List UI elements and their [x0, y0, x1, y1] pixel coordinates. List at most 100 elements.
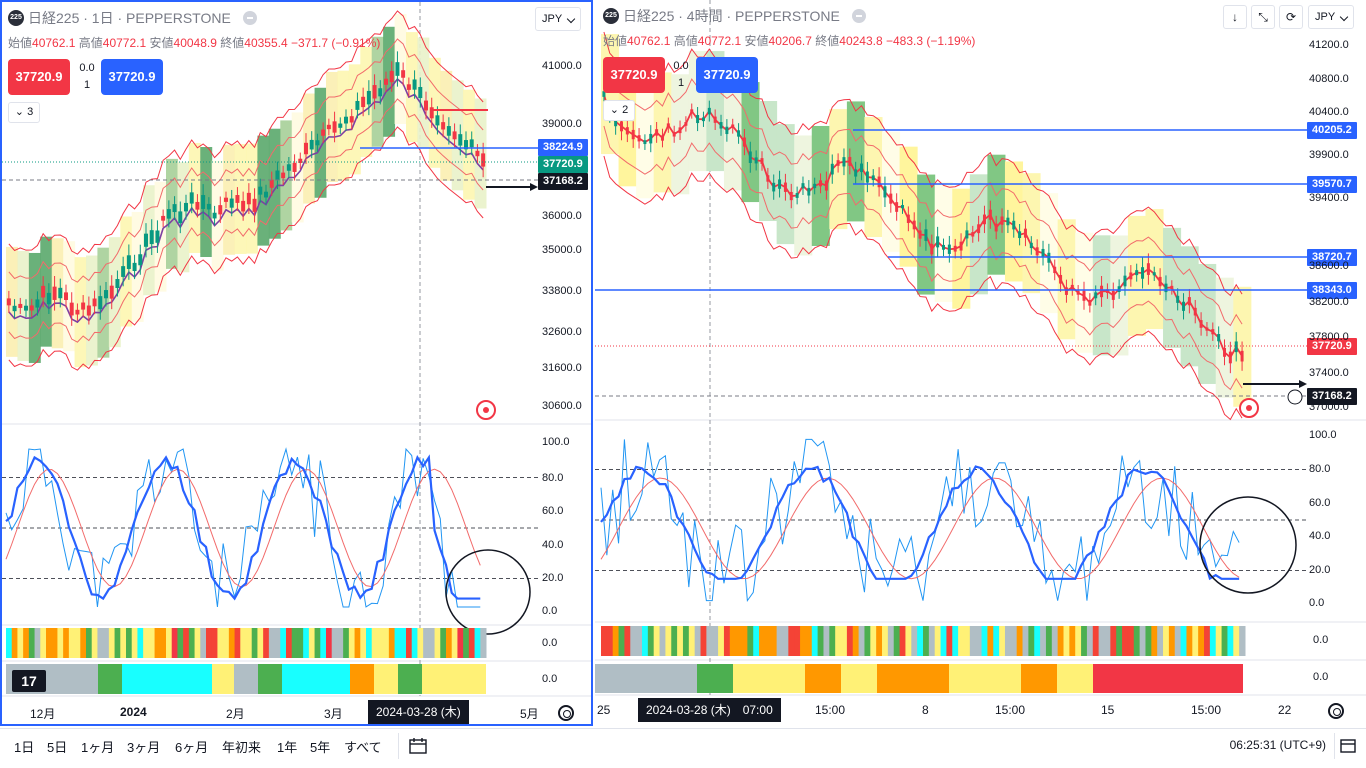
candle-body: [614, 117, 618, 127]
indicators-toggle[interactable]: ⌄ 3: [8, 102, 40, 123]
date-range-icon[interactable]: [408, 737, 428, 755]
indicators-toggle[interactable]: ⌄ 2: [603, 100, 635, 121]
tradingview-logo[interactable]: 17: [12, 670, 46, 692]
candle-body: [1047, 252, 1051, 263]
right-price-axis-label: 39900.0: [1309, 149, 1349, 161]
range-button[interactable]: 3ヶ月: [127, 740, 161, 755]
signal-bar: [718, 626, 725, 656]
candle-body: [406, 84, 411, 90]
trend-bar: [1021, 664, 1057, 693]
candle-body: [1006, 217, 1010, 226]
left-price-axis-label: 36000.0: [542, 210, 582, 222]
range-button[interactable]: 1ヶ月: [81, 740, 115, 755]
band-strip: [846, 101, 865, 222]
signal-bar: [28, 628, 36, 658]
sell-button[interactable]: 37720.9: [603, 57, 665, 93]
candle-body: [754, 157, 758, 164]
alert-target-icon[interactable]: [1239, 398, 1259, 418]
signal-bar: [177, 628, 184, 658]
settings-gear-icon[interactable]: [558, 705, 574, 721]
range-button[interactable]: 1年: [277, 740, 298, 755]
candle-body: [690, 109, 694, 113]
currency-select[interactable]: JPY: [1308, 5, 1355, 29]
clock-timezone[interactable]: 06:25:31 (UTC+9): [1229, 738, 1326, 752]
band-strip: [166, 158, 178, 269]
signal-bar: [641, 626, 649, 656]
signal-bar: [40, 628, 47, 658]
band-strip: [291, 112, 304, 223]
candle-body: [947, 244, 951, 254]
signal-bar: [893, 626, 901, 656]
candle-body: [1170, 285, 1174, 290]
settings-gear-icon[interactable]: [1328, 703, 1344, 719]
sync-icon[interactable]: ⟳: [1279, 5, 1303, 29]
visibility-icon[interactable]: [851, 9, 866, 23]
range-button[interactable]: 5日: [47, 740, 68, 755]
candle-body: [854, 169, 858, 177]
range-button[interactable]: 年初来: [222, 740, 262, 755]
range-button[interactable]: すべて: [344, 740, 382, 755]
signal-bar: [1086, 626, 1094, 656]
candle-body: [81, 302, 86, 310]
candle-body: [1018, 231, 1022, 239]
sell-button[interactable]: 37720.9: [8, 59, 70, 95]
signal-bar: [1110, 626, 1117, 656]
range-button[interactable]: 1日: [14, 740, 35, 755]
signal-bar: [451, 628, 458, 658]
candle-body: [475, 150, 480, 157]
candle-body: [418, 86, 423, 99]
visibility-icon[interactable]: [242, 11, 257, 25]
signal-bar: [706, 626, 713, 656]
signal-bar: [246, 628, 253, 658]
signal-bar: [291, 628, 298, 658]
signal-bar: [858, 626, 865, 656]
buy-button[interactable]: 37720.9: [696, 57, 758, 93]
signal-bar: [1075, 626, 1082, 656]
signal-bar: [1022, 626, 1029, 656]
band-strip: [451, 80, 464, 191]
signal-bar: [618, 626, 625, 656]
candle-body: [912, 220, 916, 230]
candle-body: [452, 131, 457, 140]
signal-bar: [841, 626, 848, 656]
candle-body: [631, 129, 635, 140]
candle-body: [1187, 297, 1191, 306]
candle-body: [848, 156, 852, 166]
envelope-line: [603, 31, 1243, 297]
candle-body: [1182, 301, 1186, 311]
price-tag-blue: 38224.9: [538, 139, 588, 156]
candle-body: [149, 230, 154, 245]
signal-bar: [331, 628, 338, 658]
arrow-down-icon[interactable]: ↓: [1223, 5, 1247, 29]
signal-bar: [647, 626, 655, 656]
left-time-label: 2024: [120, 705, 147, 719]
signal-bar: [343, 628, 350, 658]
signal-bar: [1034, 626, 1041, 656]
right-osc-axis-label: 20.0: [1309, 564, 1331, 576]
left-chart-canvas[interactable]: [2, 2, 591, 724]
layout-icon[interactable]: [1340, 739, 1356, 753]
range-button[interactable]: 6ヶ月: [175, 740, 209, 755]
currency-select[interactable]: JPY: [535, 7, 582, 31]
alert-target-icon[interactable]: [476, 400, 496, 420]
right-chart-canvas[interactable]: [595, 0, 1366, 726]
signal-bar: [57, 628, 64, 658]
left-price-axis-label: 41000.0: [542, 60, 582, 72]
range-button[interactable]: 5年: [310, 740, 331, 755]
right-symbol-title[interactable]: 日経225 · 4時間 · PEPPERSTONE: [623, 8, 840, 24]
trend-bar: [1057, 664, 1093, 693]
trend-bar: [398, 664, 422, 694]
right-time-label: 15:00: [995, 703, 1026, 717]
candle-body: [713, 116, 717, 123]
expand-icon[interactable]: ⤡: [1251, 5, 1275, 29]
buy-button[interactable]: 37720.9: [101, 59, 163, 95]
right-chart-pane[interactable]: 225 日経225 · 4時間 · PEPPERSTONE 始値40762.1 …: [595, 0, 1366, 726]
left-chart-pane[interactable]: 225 日経225 · 1日 · PEPPERSTONE 始値40762.1 高…: [0, 0, 593, 726]
right-osc-axis-label: 80.0: [1309, 463, 1331, 475]
band-strip: [108, 237, 121, 348]
osc-main: [5, 454, 481, 601]
candle-body: [883, 186, 887, 198]
left-symbol-title[interactable]: 日経225 · 1日 · PEPPERSTONE: [28, 10, 231, 26]
signal-bar: [457, 628, 464, 658]
highlight-circle: [1199, 496, 1297, 594]
